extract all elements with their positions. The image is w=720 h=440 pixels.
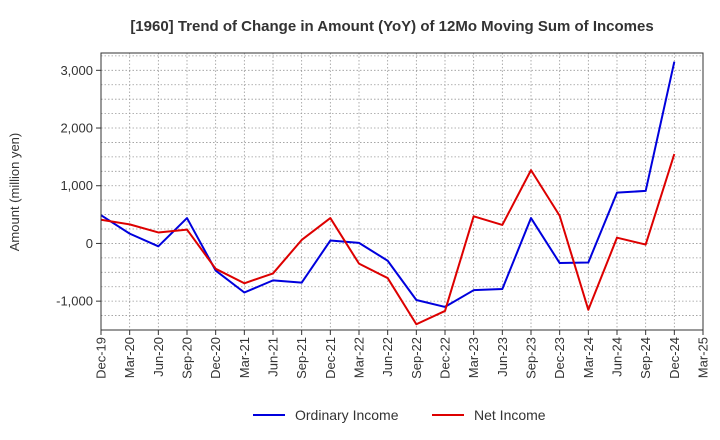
axes: 3,000 2,000 1,000 0 -1,000 Dec-19 Mar-20 Jun-20… xyxy=(56,52,711,379)
series-layer xyxy=(100,61,676,326)
x-tick-label: Jun-23 xyxy=(495,337,510,377)
x-tick-label: Mar-22 xyxy=(352,337,367,378)
y-axis-label: Amount (million yen) xyxy=(7,133,22,252)
x-tick-label: Mar-25 xyxy=(696,337,711,378)
x-tick-label: Sep-21 xyxy=(294,337,309,379)
x-tick-label: Dec-23 xyxy=(552,337,567,379)
y-tick-label: 3,000 xyxy=(60,63,93,78)
chart-title: [1960] Trend of Change in Amount (YoY) o… xyxy=(130,18,653,35)
grid xyxy=(100,53,704,331)
x-tick-label: Sep-24 xyxy=(638,337,653,379)
y-tick-label: 2,000 xyxy=(60,121,93,136)
legend-label-2: Net Income xyxy=(474,407,546,423)
x-tick-label: Dec-24 xyxy=(667,337,682,379)
y-tick-label: 1,000 xyxy=(60,178,93,193)
x-tick-label: Sep-23 xyxy=(524,337,539,379)
x-tick-label: Dec-21 xyxy=(323,337,338,379)
x-tick-label: Mar-20 xyxy=(122,337,137,378)
x-tick-label: Jun-24 xyxy=(610,337,625,377)
x-tick-label: Dec-22 xyxy=(438,337,453,379)
x-tick-label: Mar-24 xyxy=(581,337,596,378)
y-tick-label: 0 xyxy=(86,236,93,251)
x-tick-label: Sep-22 xyxy=(409,337,424,379)
series-line-2 xyxy=(100,153,676,326)
x-tick-label: Mar-23 xyxy=(466,337,481,378)
x-tick-label: Jun-20 xyxy=(151,337,166,377)
x-tick-label: Mar-21 xyxy=(237,337,252,378)
x-tick-label: Jun-21 xyxy=(266,337,281,377)
x-tick-label: Dec-19 xyxy=(94,337,109,379)
plot-frame xyxy=(100,52,704,331)
x-tick-label: Jun-22 xyxy=(380,337,395,377)
legend-label-1: Ordinary Income xyxy=(295,407,399,423)
legend: Ordinary Income Net Income xyxy=(253,407,546,423)
y-tick-label: -1,000 xyxy=(56,294,93,309)
x-tick-label: Sep-20 xyxy=(180,337,195,379)
series-line-1 xyxy=(100,61,676,308)
x-tick-label: Dec-20 xyxy=(208,337,223,379)
